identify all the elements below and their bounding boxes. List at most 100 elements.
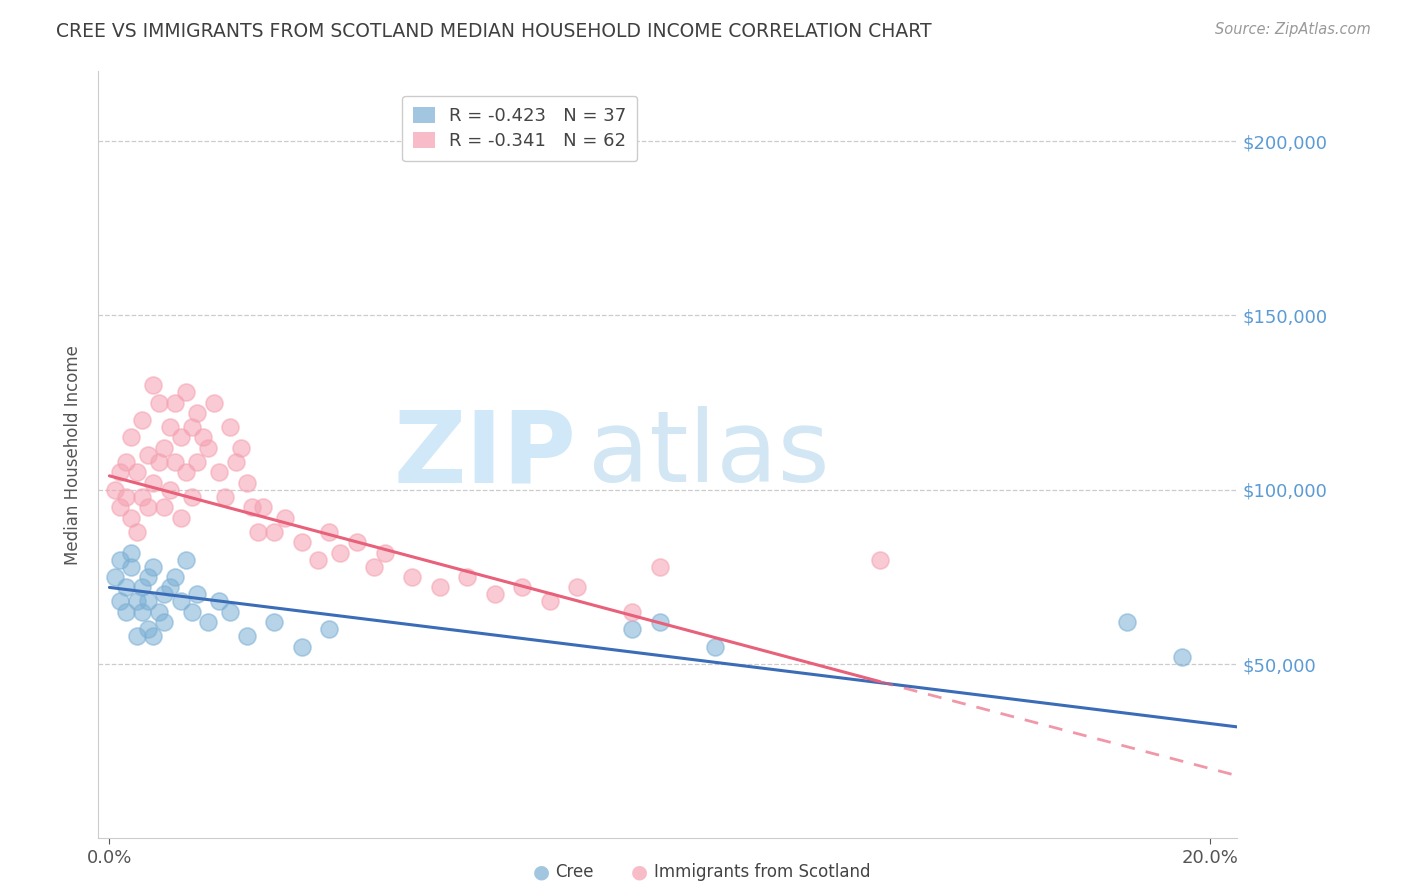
- Point: [153, 615, 176, 630]
- Point: [1171, 650, 1194, 665]
- Point: [110, 552, 132, 566]
- Point: [176, 552, 198, 566]
- Point: [538, 594, 561, 608]
- Point: [621, 622, 644, 636]
- Point: [136, 448, 159, 462]
- Point: [176, 466, 198, 480]
- Point: [115, 581, 138, 595]
- Point: [110, 466, 132, 480]
- Point: [401, 570, 423, 584]
- Point: [197, 441, 219, 455]
- Point: [142, 629, 165, 643]
- Point: [346, 535, 368, 549]
- Point: [142, 475, 165, 490]
- Point: [125, 629, 148, 643]
- Point: [153, 587, 176, 601]
- Point: [136, 622, 159, 636]
- Point: [120, 559, 142, 574]
- Text: Cree: Cree: [555, 863, 593, 881]
- Point: [373, 545, 395, 559]
- Point: [208, 594, 231, 608]
- Point: [318, 524, 340, 539]
- Point: [219, 420, 242, 434]
- Point: [136, 570, 159, 584]
- Point: [703, 640, 725, 654]
- Point: [236, 629, 259, 643]
- Point: [318, 622, 340, 636]
- Point: [181, 420, 204, 434]
- Text: ●: ●: [533, 863, 550, 882]
- Point: [165, 570, 187, 584]
- Point: [186, 455, 208, 469]
- Point: [621, 605, 644, 619]
- Point: [186, 587, 208, 601]
- Point: [159, 420, 181, 434]
- Point: [308, 552, 330, 566]
- Point: [120, 545, 142, 559]
- Point: [648, 615, 671, 630]
- Point: [231, 441, 253, 455]
- Point: [1116, 615, 1139, 630]
- Point: [225, 455, 247, 469]
- Point: [120, 510, 142, 524]
- Point: [104, 570, 127, 584]
- Point: [191, 430, 214, 444]
- Point: [131, 581, 153, 595]
- Point: [219, 605, 242, 619]
- Point: [329, 545, 352, 559]
- Legend: R = -0.423   N = 37, R = -0.341   N = 62: R = -0.423 N = 37, R = -0.341 N = 62: [402, 95, 637, 161]
- Point: [208, 466, 231, 480]
- Point: [181, 605, 204, 619]
- Point: [181, 490, 204, 504]
- Point: [159, 483, 181, 497]
- Point: [110, 500, 132, 515]
- Point: [153, 500, 176, 515]
- Point: [148, 455, 170, 469]
- Point: [291, 640, 314, 654]
- Point: [165, 455, 187, 469]
- Point: [110, 594, 132, 608]
- Point: [291, 535, 314, 549]
- Point: [148, 605, 170, 619]
- Y-axis label: Median Household Income: Median Household Income: [65, 345, 83, 565]
- Point: [263, 615, 285, 630]
- Point: [159, 581, 181, 595]
- Point: [142, 559, 165, 574]
- Point: [648, 559, 671, 574]
- Point: [197, 615, 219, 630]
- Point: [142, 378, 165, 392]
- Point: [246, 524, 269, 539]
- Point: [429, 581, 451, 595]
- Point: [170, 594, 193, 608]
- Point: [242, 500, 264, 515]
- Point: [104, 483, 127, 497]
- Point: [115, 490, 138, 504]
- Point: [153, 441, 176, 455]
- Text: Immigrants from Scotland: Immigrants from Scotland: [654, 863, 870, 881]
- Point: [202, 395, 225, 409]
- Point: [236, 475, 259, 490]
- Point: [274, 510, 297, 524]
- Point: [165, 395, 187, 409]
- Point: [115, 455, 138, 469]
- Point: [125, 594, 148, 608]
- Point: [148, 395, 170, 409]
- Point: [131, 413, 153, 427]
- Point: [214, 490, 236, 504]
- Point: [456, 570, 478, 584]
- Point: [131, 605, 153, 619]
- Point: [510, 581, 533, 595]
- Text: atlas: atlas: [588, 407, 830, 503]
- Point: [125, 524, 148, 539]
- Text: CREE VS IMMIGRANTS FROM SCOTLAND MEDIAN HOUSEHOLD INCOME CORRELATION CHART: CREE VS IMMIGRANTS FROM SCOTLAND MEDIAN …: [56, 22, 932, 41]
- Point: [125, 466, 148, 480]
- Point: [176, 385, 198, 400]
- Point: [252, 500, 274, 515]
- Point: [136, 594, 159, 608]
- Point: [186, 406, 208, 420]
- Point: [170, 510, 193, 524]
- Point: [115, 605, 138, 619]
- Point: [120, 430, 142, 444]
- Text: ●: ●: [631, 863, 648, 882]
- Point: [263, 524, 285, 539]
